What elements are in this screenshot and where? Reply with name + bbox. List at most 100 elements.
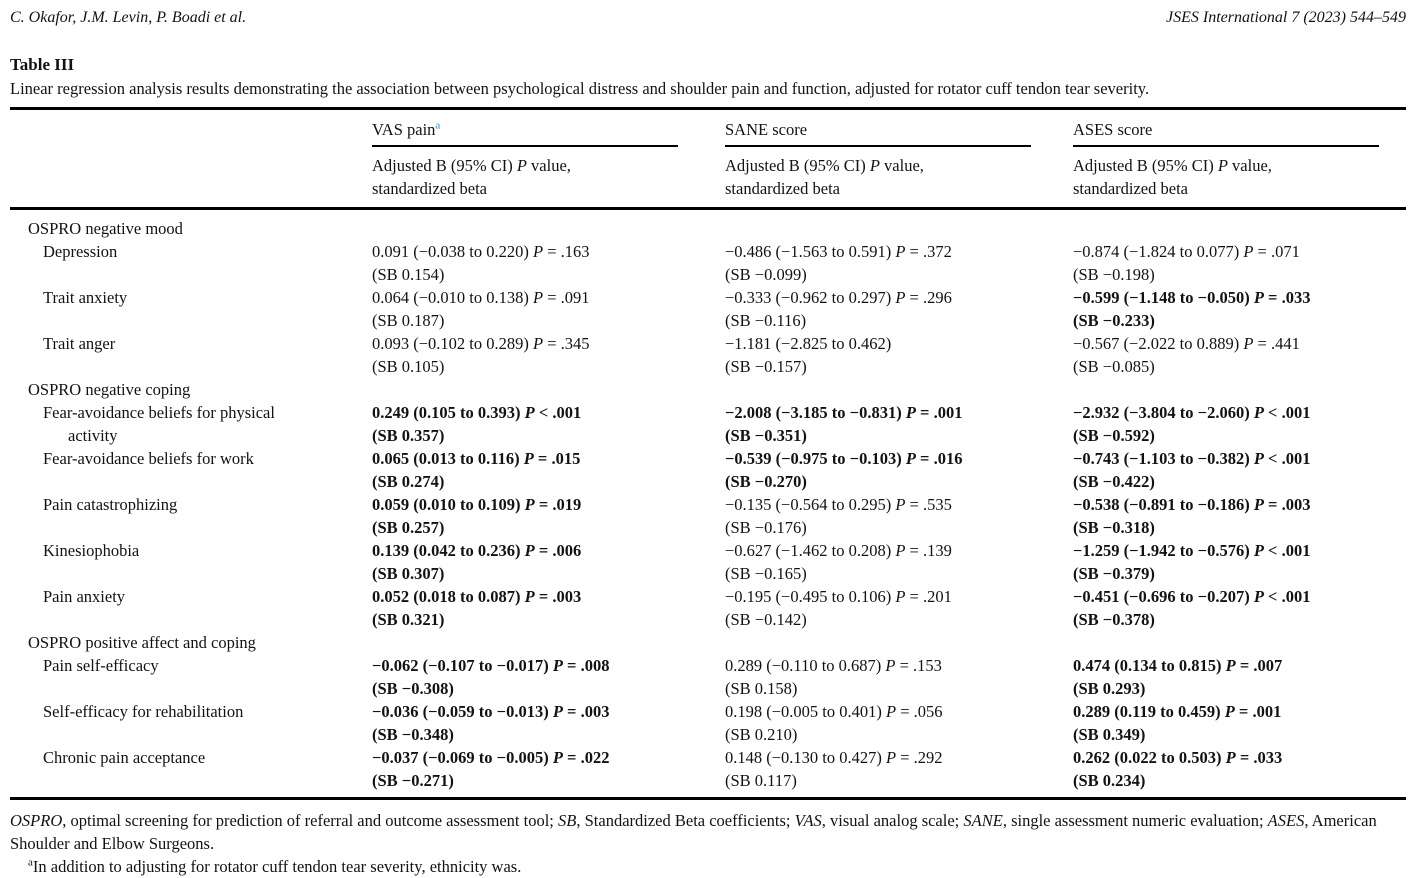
col-subtitle-line1: Adjusted B (95% CI) P value, — [372, 154, 725, 177]
abbrev-text: , optimal screening for prediction of re… — [62, 811, 559, 830]
col-title-vas: VAS paina — [372, 119, 678, 147]
row-label: Self-efficacy for rehabilitation — [10, 700, 372, 746]
cell-sb: (SB −0.348) — [372, 725, 454, 744]
p-value-label: P — [905, 403, 916, 422]
cell-value: −0.627 (−1.462 to 0.208) P = .139 — [725, 541, 952, 560]
cell-sb: (SB 0.357) — [372, 426, 445, 445]
col-subtitle-pre: Adjusted B (95% CI) — [1073, 156, 1218, 175]
row-label: Trait anger — [10, 332, 372, 378]
p-value-label: P — [1224, 702, 1235, 721]
col-subtitle-p: P — [869, 156, 880, 175]
p-value-label: P — [524, 495, 535, 514]
cell-sb: (SB −0.085) — [1073, 357, 1155, 376]
cell-sb: (SB −0.318) — [1073, 518, 1155, 537]
abbrev-text: , visual analog scale; — [821, 811, 964, 830]
cell-sb: (SB −0.157) — [725, 357, 807, 376]
cell-vas: 0.064 (−0.010 to 0.138) P = .091 (SB 0.18… — [372, 286, 725, 332]
cell-value: 0.052 (0.018 to 0.087) P = .003 — [372, 587, 582, 606]
col-subtitle-line2: standardized beta — [372, 179, 487, 198]
p-value-label: P — [895, 541, 906, 560]
cell-sb: (SB 0.307) — [372, 564, 445, 583]
cell-sane: −0.486 (−1.563 to 0.591) P = .372 (SB −0.… — [725, 240, 1073, 286]
p-value-label: P — [1243, 334, 1254, 353]
table-row: Fear-avoidance beliefs for work 0.065 (0.… — [10, 447, 1406, 493]
cell-sb: (SB 0.257) — [372, 518, 445, 537]
cell-value: 0.289 (0.119 to 0.459) P = .001 — [1073, 702, 1282, 721]
running-head-authors: C. Okafor, J.M. Levin, P. Boadi et al. — [10, 9, 247, 26]
regression-table: VAS paina Adjusted B (95% CI) P value, s… — [10, 107, 1406, 800]
row-label: Pain self-efficacy — [10, 654, 372, 700]
header-stub-cell — [10, 119, 372, 200]
row-label-line: Trait anxiety — [43, 288, 128, 307]
p-value-label: P — [1253, 288, 1264, 307]
row-label-line: Self-efficacy for rehabilitation — [43, 702, 244, 721]
cell-ases: −2.932 (−3.804 to −2.060) P < .001 (SB −0… — [1073, 401, 1406, 447]
cell-sb: (SB 0.293) — [1073, 679, 1146, 698]
cell-value: 0.474 (0.134 to 0.815) P = .007 — [1073, 656, 1283, 675]
footnote-a-text: In addition to adjusting for rotator cuf… — [32, 857, 522, 876]
cell-value: 0.262 (0.022 to 0.503) P = .033 — [1073, 748, 1283, 767]
cell-vas: 0.139 (0.042 to 0.236) P = .006 (SB 0.307… — [372, 539, 725, 585]
cell-value: −0.567 (−2.022 to 0.889) P = .441 — [1073, 334, 1300, 353]
p-value-label: P — [885, 656, 896, 675]
cell-ases: −0.538 (−0.891 to −0.186) P = .003 (SB −0… — [1073, 493, 1406, 539]
abbrev-text: , Standardized Beta coefficients; — [576, 811, 795, 830]
cell-sane: −0.333 (−0.962 to 0.297) P = .296 (SB −0.… — [725, 286, 1073, 332]
col-title-text: ASES score — [1073, 120, 1153, 139]
table-body: OSPRO negative mood Depression 0.091 (−0.0… — [10, 210, 1406, 797]
cell-sb: (SB 0.321) — [372, 610, 445, 629]
cell-ases: −1.259 (−1.942 to −0.576) P < .001 (SB −0… — [1073, 539, 1406, 585]
cell-value: 0.289 (−0.110 to 0.687) P = .153 — [725, 656, 942, 675]
cell-sane: 0.148 (−0.130 to 0.427) P = .292 (SB 0.11… — [725, 746, 1073, 792]
cell-sb: (SB 0.154) — [372, 265, 445, 284]
p-value-label: P — [524, 587, 535, 606]
col-subtitle-pre: Adjusted B (95% CI) — [372, 156, 517, 175]
cell-vas: −0.037 (−0.069 to −0.005) P = .022 (SB −0… — [372, 746, 725, 792]
row-label: Pain anxiety — [10, 585, 372, 631]
col-subtitle-pre: Adjusted B (95% CI) — [725, 156, 870, 175]
table-row: Self-efficacy for rehabilitation −0.036 (… — [10, 700, 1406, 746]
p-value-label: P — [523, 449, 534, 468]
cell-sb: (SB −0.099) — [725, 265, 807, 284]
col-subtitle-line1: Adjusted B (95% CI) P value, — [725, 154, 1073, 177]
row-label-line: Trait anger — [43, 334, 116, 353]
table-label: Table III — [10, 55, 75, 74]
cell-value: −2.008 (−3.185 to −0.831) P = .001 — [725, 403, 963, 422]
row-label-line: Pain anxiety — [43, 587, 126, 606]
p-value-label: P — [886, 702, 897, 721]
abbreviations-note: OSPRO, optimal screening for prediction … — [10, 809, 1406, 855]
row-label: Kinesiophobia — [10, 539, 372, 585]
cell-value: 0.198 (−0.005 to 0.401) P = .056 — [725, 702, 943, 721]
cell-value: 0.064 (−0.010 to 0.138) P = .091 — [372, 288, 590, 307]
cell-value: 0.148 (−0.130 to 0.427) P = .292 — [725, 748, 943, 767]
table-row: Fear-avoidance beliefs for physical activ… — [10, 401, 1406, 447]
cell-ases: 0.289 (0.119 to 0.459) P = .001 (SB 0.349… — [1073, 700, 1406, 746]
row-label: Depression — [10, 240, 372, 286]
cell-sane: 0.289 (−0.110 to 0.687) P = .153 (SB 0.15… — [725, 654, 1073, 700]
p-value-label: P — [552, 702, 563, 721]
cell-vas: −0.062 (−0.107 to −0.017) P = .008 (SB −0… — [372, 654, 725, 700]
table-row: Depression 0.091 (−0.038 to 0.220) P = .1… — [10, 240, 1406, 286]
cell-value: −0.062 (−0.107 to −0.017) P = .008 — [372, 656, 610, 675]
p-value-label: P — [1225, 656, 1236, 675]
abbrev-text: , single assessment numeric evaluation; — [1002, 811, 1268, 830]
cell-sb: (SB −0.308) — [372, 679, 454, 698]
p-value-label: P — [1253, 403, 1264, 422]
p-value-label: P — [895, 495, 906, 514]
cell-sb: (SB −0.271) — [372, 771, 454, 790]
col-subtitle-line2: standardized beta — [725, 179, 840, 198]
cell-sb: (SB −0.198) — [1073, 265, 1155, 284]
abbrev-text: , American Shoulder and Elbow Surgeons. — [10, 811, 1377, 853]
cell-value: 0.091 (−0.038 to 0.220) P = .163 — [372, 242, 590, 261]
cell-vas: 0.065 (0.013 to 0.116) P = .015 (SB 0.274… — [372, 447, 725, 493]
row-label: Fear-avoidance beliefs for work — [10, 447, 372, 493]
cell-value: −0.451 (−0.696 to −0.207) P < .001 — [1073, 587, 1311, 606]
cell-vas: 0.052 (0.018 to 0.087) P = .003 (SB 0.321… — [372, 585, 725, 631]
footnote-a-link[interactable]: a — [435, 119, 441, 132]
cell-vas: 0.249 (0.105 to 0.393) P < .001 (SB 0.357… — [372, 401, 725, 447]
cell-value: 0.059 (0.010 to 0.109) P = .019 — [372, 495, 582, 514]
abbrev-term: VAS — [794, 811, 822, 830]
cell-sb: (SB −0.422) — [1073, 472, 1155, 491]
cell-ases: −0.567 (−2.022 to 0.889) P = .441 (SB −0.… — [1073, 332, 1406, 378]
